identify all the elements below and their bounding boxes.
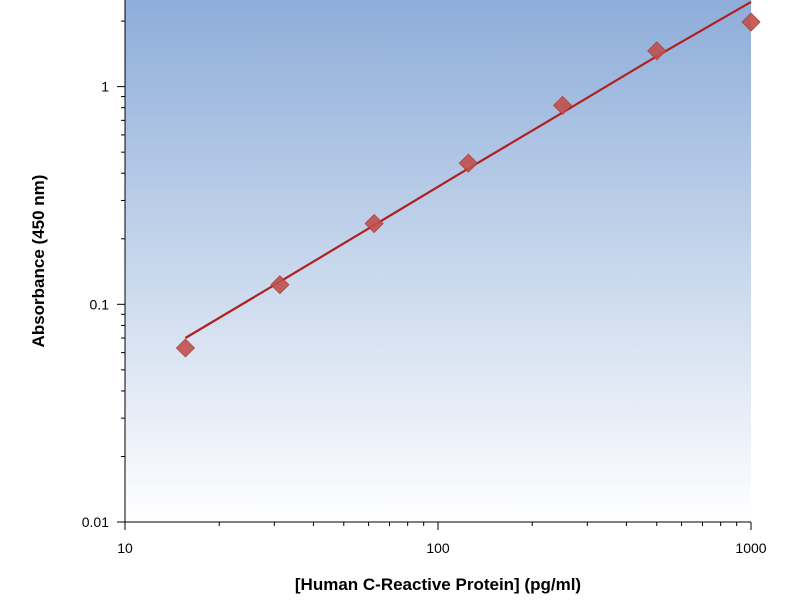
- y-tick-label: 1: [101, 79, 109, 95]
- x-tick-label: 10: [117, 540, 133, 556]
- plot-area: [125, 0, 751, 522]
- x-axis-title: [Human C-Reactive Protein] (pg/ml): [295, 575, 581, 594]
- minor-ticks: [117, 20, 752, 530]
- axes: [124, 0, 751, 523]
- y-tick-labels: 0.01 0.1 1: [82, 79, 109, 530]
- data-point-diamond: [364, 213, 384, 234]
- x-tick-labels: 10 100 1000: [117, 540, 767, 556]
- data-points: [175, 12, 761, 358]
- y-tick-label: 0.1: [90, 296, 110, 312]
- y-axis-title: Absorbance (450 nm): [29, 175, 48, 348]
- y-tick-label: 0.01: [82, 514, 109, 530]
- data-point-diamond: [458, 153, 478, 173]
- data-point-diamond: [175, 338, 196, 358]
- data-point-diamond: [647, 41, 667, 61]
- x-tick-label: 100: [426, 540, 450, 556]
- data-point-diamond: [741, 12, 761, 32]
- x-tick-label: 1000: [735, 540, 766, 556]
- data-point-diamond: [270, 275, 290, 295]
- data-point-diamond: [552, 95, 573, 115]
